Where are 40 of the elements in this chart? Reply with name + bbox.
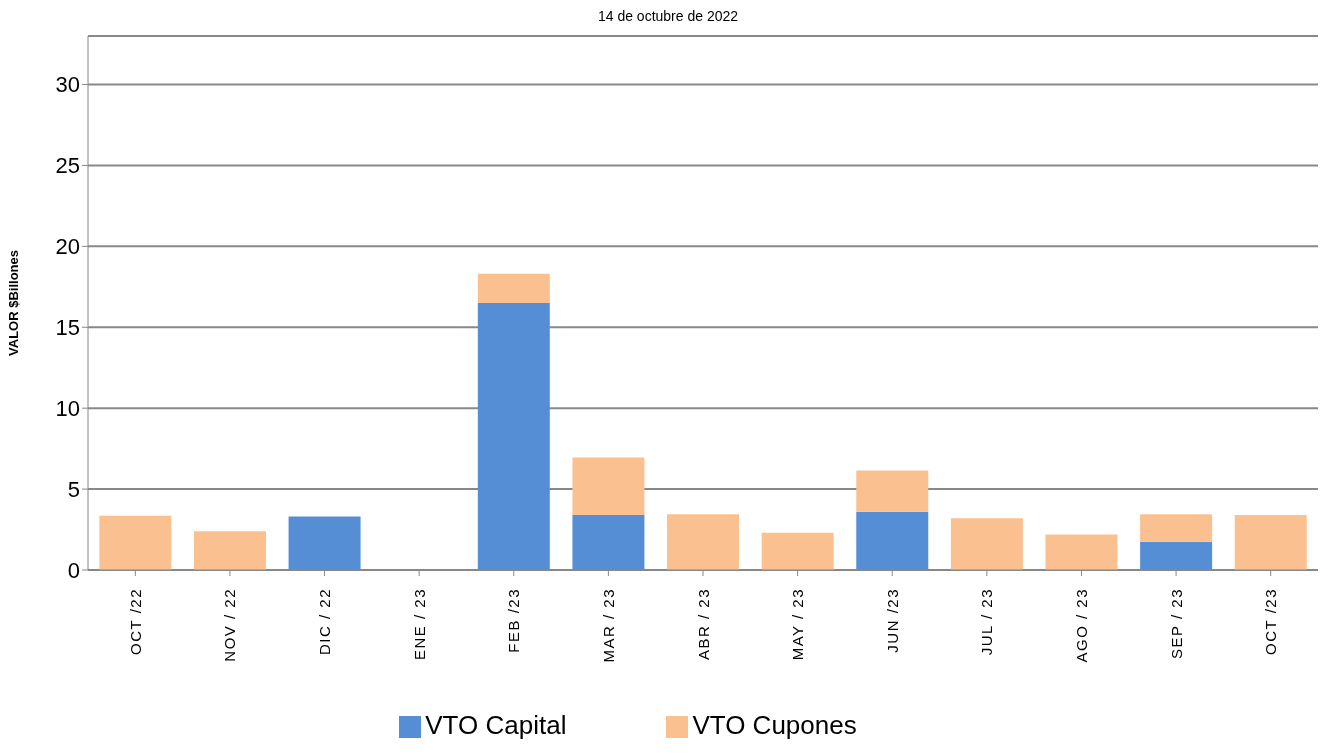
x-tick-label: ABR / 23 <box>694 588 712 661</box>
x-tick-label: MAY / 23 <box>789 588 807 661</box>
chart-title: 14 de octubre de 2022 <box>596 8 740 26</box>
bar <box>572 457 645 515</box>
x-tick-label: JUL / 23 <box>978 588 996 656</box>
bar <box>761 532 834 570</box>
x-tick-label: OCT /23 <box>1262 588 1280 655</box>
x-tick-label: NOV / 22 <box>221 588 239 662</box>
bar <box>1234 514 1307 570</box>
bar <box>288 516 361 570</box>
legend-label: VTO Capital <box>425 710 567 740</box>
bar <box>667 514 740 570</box>
x-tick-label: SEP / 23 <box>1167 588 1185 659</box>
x-tick-label: AGO / 23 <box>1072 588 1090 663</box>
y-tick-label: 20 <box>55 234 80 260</box>
x-tick-label: ENE / 23 <box>410 588 428 661</box>
bar <box>1140 541 1213 570</box>
bar <box>1140 514 1213 542</box>
x-tick-label: JUN /23 <box>883 588 901 653</box>
y-tick-label: 15 <box>55 315 80 341</box>
bar <box>193 531 266 570</box>
bar <box>572 514 645 570</box>
bar <box>856 511 929 570</box>
y-tick-label: 25 <box>55 153 80 179</box>
x-tick-label: FEB /23 <box>505 588 523 653</box>
bar <box>477 273 550 303</box>
y-tick-label: 0 <box>67 557 80 583</box>
y-tick-label: 5 <box>67 476 80 502</box>
bar <box>950 518 1023 570</box>
y-axis-title: VALOR $Billones <box>5 250 21 356</box>
y-tick-label: 10 <box>55 395 80 421</box>
x-tick-label: DIC / 22 <box>316 588 334 656</box>
y-tick-label: 30 <box>55 72 80 98</box>
bar <box>477 303 550 570</box>
bar <box>1045 534 1118 570</box>
legend-label: VTO Cupones <box>692 710 857 740</box>
bar <box>99 515 172 570</box>
bar <box>856 470 929 512</box>
x-tick-label: OCT /22 <box>126 588 144 655</box>
x-tick-label: MAR / 23 <box>599 588 617 663</box>
